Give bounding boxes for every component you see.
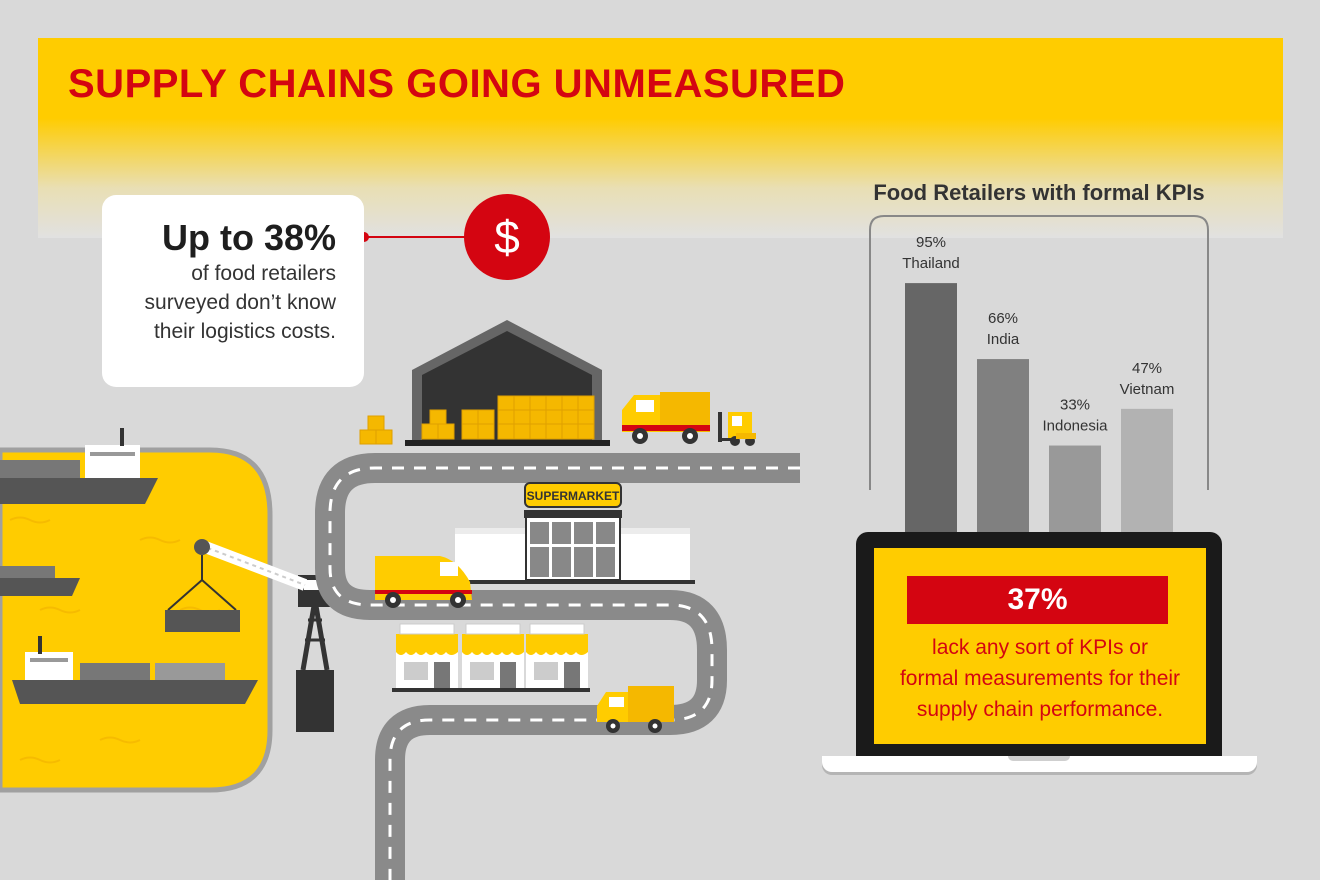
delivery-truck-icon <box>597 686 674 733</box>
supermarket-sign: SUPERMARKET <box>527 489 620 503</box>
bar-category-label: Indonesia <box>1042 418 1108 435</box>
svg-text:$: $ <box>494 211 520 263</box>
kpi-bar-chart: 95% Thailand 66% India 33% Indonesia 47% Vietna… <box>869 215 1209 532</box>
truck-icon <box>622 392 710 444</box>
bar-value-label: 33% <box>1060 397 1090 414</box>
bar-value-label: 47% <box>1132 360 1162 377</box>
callout-line: surveyed don’t know <box>144 291 336 314</box>
kpi-description: lack any sort of KPIs or formal measurem… <box>882 632 1198 725</box>
kpi-stat: 37% <box>907 576 1168 624</box>
cargo-ship-icon <box>0 428 158 504</box>
kpi-line: formal measurements for their <box>899 667 1181 690</box>
bar-vietnam <box>1121 408 1173 532</box>
shops-icon <box>392 623 590 692</box>
supermarket-icon: SUPERMARKET <box>450 482 695 584</box>
chart-title: Food Retailers with formal KPIs <box>873 180 1205 205</box>
logistics-cost-callout: Up to 38% of food retailers surveyed don… <box>102 195 364 387</box>
bar-india <box>977 359 1029 532</box>
kpi-line: supply chain performance. <box>916 698 1164 721</box>
dollar-icon <box>464 194 550 280</box>
bar-indonesia <box>1049 445 1101 532</box>
barge-icon <box>0 566 80 596</box>
container-ship-icon <box>12 636 258 704</box>
chart-bracket <box>869 215 1209 490</box>
bar-value-label: 95% <box>916 234 946 251</box>
laptop-notch <box>1008 756 1070 761</box>
bar-category-label: Thailand <box>902 255 960 272</box>
forklift-icon <box>718 412 756 446</box>
port-crane-icon <box>165 539 334 732</box>
bar-value-label: 66% <box>988 310 1018 327</box>
kpi-line: lack any sort of KPIs or <box>932 636 1148 659</box>
callout-stat: Up to 38% <box>161 217 336 258</box>
bar-thailand <box>905 283 957 532</box>
laptop-base <box>822 756 1257 772</box>
page-title: SUPPLY CHAINS GOING UNMEASURED <box>68 62 846 106</box>
callout-line: of food retailers <box>191 262 336 285</box>
van-icon <box>375 556 472 608</box>
bar-category-label: India <box>987 331 1020 348</box>
bar-category-label: Vietnam <box>1120 381 1175 398</box>
warehouse-icon <box>359 320 610 446</box>
callout-line: their logistics costs. <box>153 320 336 343</box>
